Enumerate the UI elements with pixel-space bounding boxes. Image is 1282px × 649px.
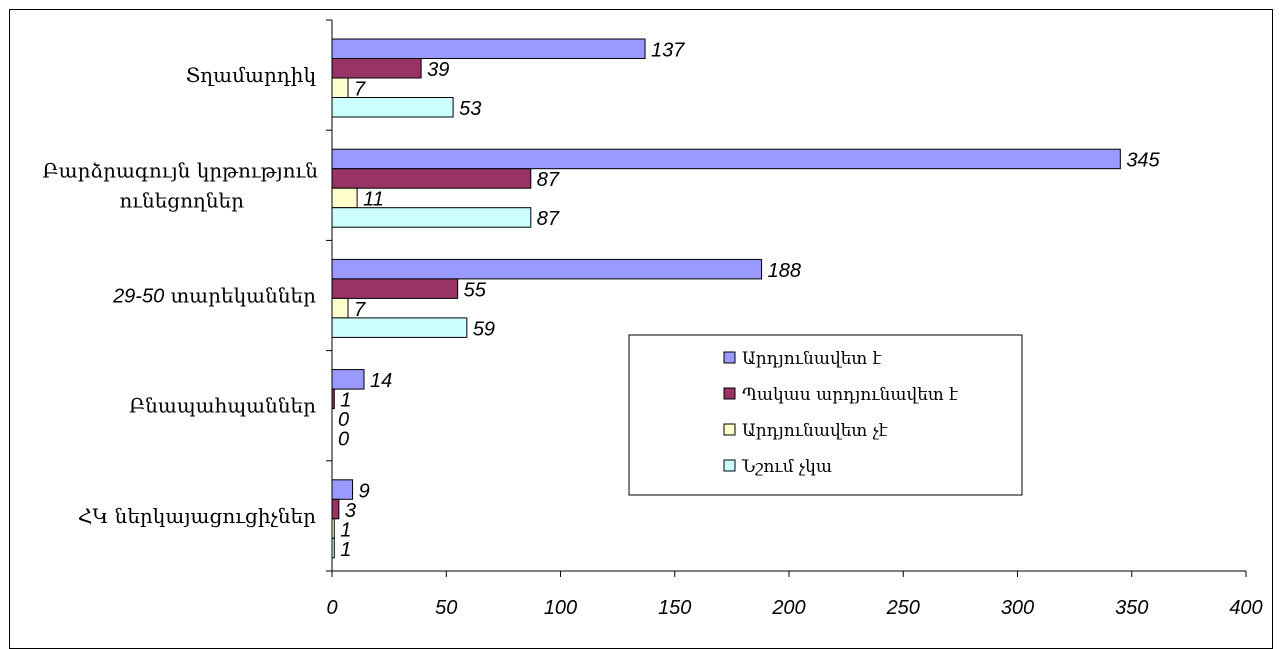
legend-label: Արդյունավետ է [742, 349, 882, 369]
bar [332, 370, 364, 390]
data-label: 59 [473, 318, 495, 340]
legend-label: Նշում չկա [741, 457, 832, 477]
data-label: 345 [1126, 150, 1160, 172]
category-label: Բնապահպաններ [129, 394, 316, 418]
bar [332, 538, 334, 558]
data-label: 1 [340, 539, 351, 561]
bar [332, 499, 339, 519]
data-label: 0 [338, 429, 349, 451]
category-label: Տղամարդիկ [186, 63, 316, 87]
x-tick-label: 400 [1229, 597, 1262, 619]
legend-swatch [724, 460, 735, 471]
data-label: 137 [651, 40, 685, 62]
bar [332, 39, 645, 59]
bar [332, 59, 421, 79]
bar [332, 98, 453, 118]
x-tick-label: 250 [886, 597, 920, 619]
x-tick-label: 200 [771, 597, 805, 619]
bar [332, 519, 334, 539]
data-label: 55 [464, 279, 487, 301]
category-label-number: 29-50 [112, 286, 164, 308]
category-label-word: տարեկաններ [164, 284, 316, 308]
data-label: 188 [768, 260, 801, 282]
data-label: 87 [537, 208, 560, 230]
bar [332, 389, 334, 409]
bar [332, 318, 467, 338]
bar [332, 169, 531, 189]
category-label: ունեցողներ [119, 188, 244, 212]
bar [332, 279, 458, 299]
data-label: 53 [459, 98, 481, 120]
x-tick-label: 100 [544, 597, 577, 619]
legend-swatch [724, 424, 735, 435]
bar [332, 208, 531, 228]
x-tick-label: 350 [1115, 597, 1148, 619]
x-tick-label: 0 [326, 597, 337, 619]
category-label: Բարձրագույն կրթություն [42, 158, 318, 182]
bar [332, 149, 1120, 169]
x-tick-label: 300 [1001, 597, 1034, 619]
category-label: 29-50 տարեկաններ [112, 284, 316, 308]
legend-label: Պակաս արդյունավետ է [742, 385, 958, 405]
bar [332, 298, 348, 318]
data-label: 87 [537, 169, 560, 191]
legend-swatch [724, 388, 735, 399]
bar [332, 78, 348, 98]
bar [332, 480, 353, 500]
category-label: ՀԿ ներկայացուցիչներ [78, 504, 316, 528]
bar [332, 259, 762, 279]
x-tick-label: 50 [435, 597, 457, 619]
legend-label: Արդյունավետ չէ [742, 421, 888, 441]
data-label: 39 [427, 59, 449, 81]
legend-swatch [724, 352, 735, 363]
bar-chart: 0 50 100 150 200 250 300 350 400 Տղամարդիկ Բարձրագ… [0, 0, 1282, 628]
bar [332, 188, 357, 208]
data-label: 14 [370, 370, 392, 392]
x-tick-label: 150 [658, 597, 691, 619]
data-label: 9 [359, 480, 370, 502]
